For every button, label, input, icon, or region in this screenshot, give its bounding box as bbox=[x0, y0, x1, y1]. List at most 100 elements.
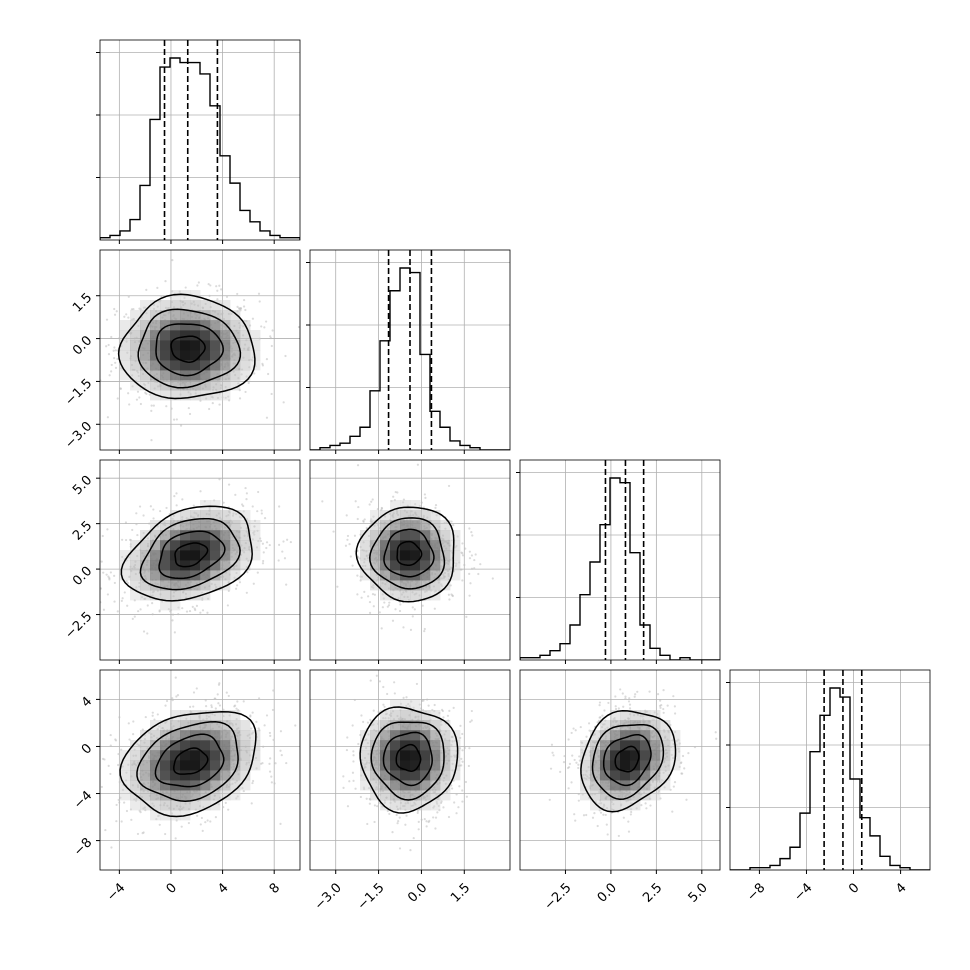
scatter-point bbox=[160, 295, 163, 298]
density-cell bbox=[190, 390, 201, 401]
scatter-point bbox=[207, 283, 210, 286]
scatter-point bbox=[171, 259, 174, 262]
density-cell bbox=[140, 530, 151, 541]
scatter-point bbox=[434, 816, 438, 819]
scatter-point bbox=[376, 508, 379, 511]
scatter-point bbox=[132, 733, 135, 736]
scatter-point bbox=[268, 731, 272, 735]
density-cell bbox=[180, 770, 191, 781]
scatter-point bbox=[106, 528, 109, 531]
density-cell bbox=[130, 330, 141, 341]
density-cell bbox=[200, 320, 211, 331]
scatter-point bbox=[285, 583, 288, 586]
density-cell bbox=[180, 320, 191, 331]
density-cell bbox=[180, 340, 191, 351]
scatter-point bbox=[222, 806, 225, 809]
density-cell bbox=[140, 760, 151, 771]
scatter-point bbox=[152, 508, 155, 511]
scatter-point bbox=[118, 780, 121, 784]
scatter-point bbox=[127, 722, 130, 725]
scatter-point bbox=[461, 789, 464, 792]
scatter-point bbox=[118, 337, 121, 340]
density-cell bbox=[170, 510, 181, 521]
scatter-point bbox=[121, 555, 124, 559]
scatter-point bbox=[261, 562, 265, 565]
density-cell bbox=[130, 340, 141, 351]
density-cell bbox=[140, 330, 151, 341]
scatter-point bbox=[180, 825, 183, 828]
scatter-point bbox=[455, 793, 458, 796]
density-cell bbox=[220, 300, 231, 311]
histogram-bar bbox=[360, 427, 370, 450]
density-cell bbox=[180, 300, 191, 311]
density-cell bbox=[410, 520, 421, 531]
density-cell bbox=[420, 550, 431, 561]
scatter-point bbox=[433, 703, 436, 707]
scatter-point bbox=[128, 575, 131, 579]
scatter-point bbox=[106, 593, 110, 596]
scatter-point bbox=[151, 711, 154, 714]
scatter-point bbox=[106, 416, 109, 419]
scatter-point bbox=[405, 696, 408, 699]
density-cell bbox=[400, 590, 411, 601]
density-cell bbox=[230, 510, 241, 521]
density-cell bbox=[240, 350, 251, 361]
scatter-point bbox=[206, 597, 210, 600]
scatter-point bbox=[87, 546, 89, 548]
scatter-point bbox=[386, 605, 389, 608]
density-cell bbox=[190, 540, 201, 551]
density-cell bbox=[240, 740, 251, 751]
scatter-point bbox=[200, 816, 203, 820]
scatter-point bbox=[442, 716, 445, 719]
density-cell bbox=[160, 360, 171, 371]
scatter-point bbox=[130, 308, 133, 311]
scatter-point bbox=[411, 606, 414, 609]
scatter-point bbox=[265, 546, 268, 550]
scatter-point bbox=[100, 785, 103, 789]
scatter-point bbox=[234, 493, 237, 496]
scatter-point bbox=[204, 699, 207, 702]
scatter-point bbox=[216, 396, 220, 400]
scatter-point bbox=[100, 560, 103, 563]
scatter-point bbox=[109, 733, 112, 737]
scatter-point bbox=[218, 704, 222, 707]
scatter-point bbox=[450, 520, 453, 523]
scatter-point bbox=[245, 498, 248, 501]
scatter-point bbox=[381, 606, 384, 609]
density-cell bbox=[190, 550, 201, 561]
density-cell bbox=[170, 740, 181, 751]
density-cell bbox=[140, 320, 151, 331]
density-cell bbox=[400, 530, 411, 541]
scatter-point bbox=[411, 615, 414, 618]
density-cell bbox=[230, 780, 241, 791]
scatter-point bbox=[469, 720, 472, 723]
scatter-point bbox=[144, 391, 147, 394]
density-cell bbox=[420, 570, 431, 581]
scatter-point bbox=[255, 767, 258, 770]
scatter-point bbox=[392, 495, 395, 498]
density-cell bbox=[220, 390, 231, 401]
density-cell bbox=[240, 510, 251, 521]
scatter-point bbox=[234, 587, 238, 590]
scatter-point bbox=[216, 289, 219, 292]
joint-panel-2-3 bbox=[310, 460, 510, 660]
scatter-point bbox=[251, 711, 254, 714]
density-cell bbox=[180, 720, 191, 731]
scatter-point bbox=[243, 298, 246, 302]
scatter-point bbox=[116, 610, 119, 613]
scatter-point bbox=[268, 770, 272, 773]
scatter-point bbox=[139, 608, 142, 611]
scatter-point bbox=[265, 541, 269, 544]
scatter-point bbox=[279, 749, 282, 752]
scatter-point bbox=[390, 500, 393, 503]
density-cell bbox=[400, 500, 411, 511]
density-cell bbox=[170, 370, 181, 381]
histogram-bar bbox=[640, 625, 650, 660]
histogram-bar bbox=[260, 231, 270, 240]
histogram-bar bbox=[170, 58, 180, 240]
scatter-point bbox=[188, 412, 192, 416]
scatter-point bbox=[394, 608, 397, 611]
scatter-point bbox=[148, 731, 151, 734]
density-cell bbox=[190, 330, 201, 341]
density-cell bbox=[190, 370, 201, 381]
